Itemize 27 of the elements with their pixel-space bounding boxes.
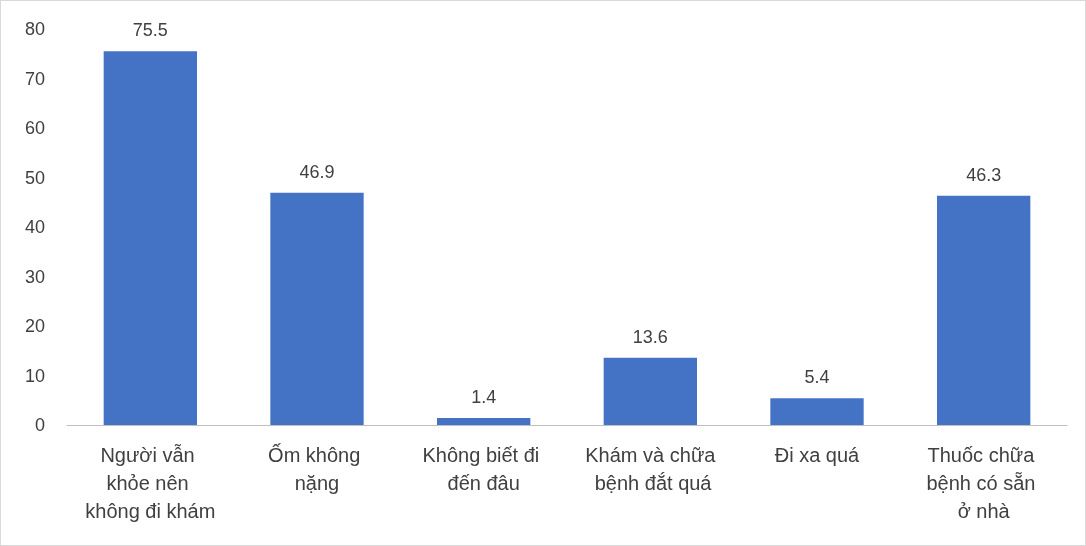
y-tick-label: 20 <box>24 316 45 336</box>
bar <box>270 192 364 425</box>
y-tick-label: 30 <box>24 266 45 287</box>
y-tick-label: 40 <box>24 217 45 237</box>
y-tick-label: 60 <box>24 118 45 138</box>
x-tick-label: Khám và chữa bệnh đắt quá <box>585 444 717 494</box>
data-label: 46.3 <box>966 164 1002 185</box>
y-tick-label: 70 <box>24 68 45 89</box>
data-label: 1.4 <box>471 387 497 408</box>
x-tick-label: Đi xa quá <box>774 444 861 466</box>
data-label: 13.6 <box>632 326 668 347</box>
data-label: 5.4 <box>804 367 830 388</box>
x-tick-label: Ốm không nặng <box>268 443 366 494</box>
x-tick-label: Người vẫn khỏe nên không đi khám <box>85 444 216 522</box>
bar <box>603 357 697 425</box>
y-tick-label: 80 <box>24 19 45 39</box>
bar <box>937 195 1031 425</box>
bar <box>770 398 864 425</box>
y-tick-label: 10 <box>24 365 45 386</box>
bar <box>437 418 531 425</box>
data-label: 46.9 <box>299 161 335 182</box>
data-label: 75.5 <box>132 20 168 41</box>
y-tick-label: 50 <box>24 167 45 188</box>
x-tick-label: Thuốc chữa bệnh có sẵn ở nhà <box>926 444 1041 522</box>
y-tick-label: 0 <box>34 415 45 435</box>
x-tick-label: Không biết đi đến đâu <box>422 444 545 494</box>
bar <box>103 51 197 425</box>
